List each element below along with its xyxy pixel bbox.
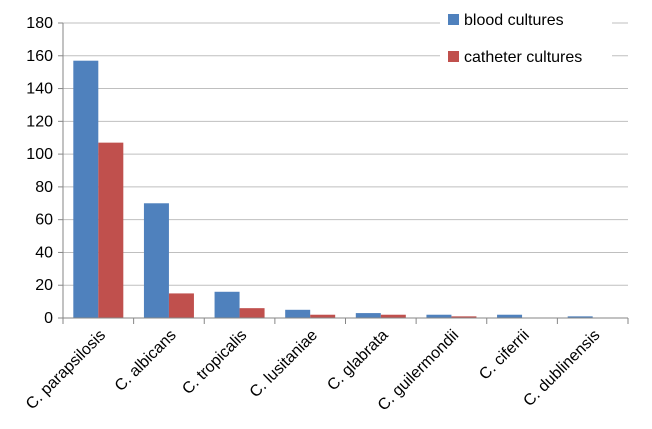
y-tick-label: 80 [35,179,53,196]
bar-blood-cultures [214,291,240,318]
legend-swatch [448,14,459,25]
bar-catheter-cultures [310,314,336,318]
x-tick-label: C. dublinensis [520,327,603,410]
y-tick-label: 60 [35,212,53,229]
x-tick-label: C. parapsilosis [23,327,109,413]
legend-background [440,4,612,68]
y-tick-label: 100 [26,146,53,163]
legend: blood cultures catheter cultures [440,4,612,68]
legend-swatch [448,51,459,62]
bar-blood-cultures [73,60,99,318]
x-tick-label: C. glabrata [324,327,391,394]
x-tick-label: C. tropicalis [179,327,250,398]
bar-blood-cultures [355,313,381,318]
y-tick-label: 180 [26,15,53,32]
bar-catheter-cultures [451,316,477,318]
bar-catheter-cultures [239,308,265,318]
bar-blood-cultures [567,316,593,318]
y-tick-label: 0 [44,310,53,327]
x-tick-label: C. lusitaniae [247,327,321,401]
y-tick-label: 160 [26,48,53,65]
bar-blood-cultures [143,203,169,318]
bar-blood-cultures [497,314,523,318]
y-tick-label: 40 [35,244,53,261]
bar-blood-cultures [426,314,452,318]
legend-label: blood cultures [464,12,564,29]
y-tick-label: 120 [26,113,53,130]
y-tick-label: 140 [26,81,53,98]
x-tick-label: C. albicans [112,327,180,395]
bar-catheter-cultures [380,314,406,318]
bar-blood-cultures [285,309,311,318]
bars [73,60,593,318]
bar-catheter-cultures [168,293,194,318]
x-tick-label: C. ciferrii [476,327,533,384]
legend-label: catheter cultures [464,49,582,66]
bar-catheter-cultures [98,142,124,318]
y-tick-label: 20 [35,277,53,294]
